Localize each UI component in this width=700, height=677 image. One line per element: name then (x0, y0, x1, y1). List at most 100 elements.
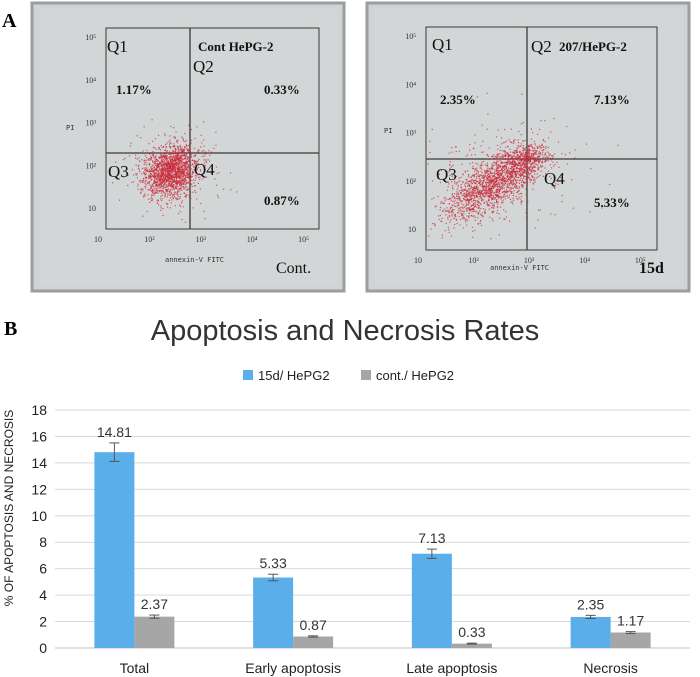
scatter-dot (516, 168, 518, 170)
scatter-dot (529, 144, 531, 146)
scatter-dot (463, 217, 466, 219)
scatter-dot (534, 170, 537, 172)
scatter-dot (517, 142, 519, 144)
scatter-dot (539, 155, 541, 158)
scatter-dot (469, 207, 471, 209)
scatter-dot (502, 157, 504, 159)
scatter-dot (546, 155, 548, 157)
scatter-dot (144, 173, 146, 175)
scatter-dot (187, 161, 189, 163)
scatter-dot (527, 158, 529, 161)
scatter-dot (477, 202, 480, 204)
scatter-dot (495, 194, 497, 196)
scatter-dot (532, 182, 534, 184)
scatter-dot (185, 163, 187, 165)
scatter-dot (491, 175, 494, 177)
scatter-dot (178, 152, 181, 154)
scatter-dot (482, 185, 484, 187)
scatter-dot (180, 182, 182, 184)
scatter-dot (175, 149, 177, 151)
scatter-dot (164, 182, 166, 184)
scatter-dot (519, 172, 521, 174)
scatter-dot (474, 134, 476, 136)
scatter-dot (487, 195, 489, 197)
scatter-dot (493, 180, 495, 182)
scatter-dot (545, 160, 547, 162)
scatter-dot (187, 171, 189, 174)
scatter-dot (458, 193, 460, 196)
scatter-dot (469, 193, 471, 195)
scatter-dot (178, 168, 180, 170)
scatter-dot (518, 170, 520, 172)
scatter-dot (505, 172, 507, 175)
scatter-dot (486, 202, 489, 204)
scatter-dot (189, 192, 192, 194)
scatter-dot (143, 159, 146, 161)
scatter-dot (185, 164, 188, 166)
scatter-dot (462, 195, 465, 197)
scatter-dot (513, 140, 515, 142)
scatter-dot (457, 184, 459, 186)
scatter-dot (174, 181, 176, 183)
scatter-dot (465, 208, 467, 210)
scatter-dot (160, 163, 162, 165)
scatter-dot (154, 181, 157, 183)
scatter-dot (158, 190, 161, 192)
scatter-dot (190, 168, 192, 170)
quadrant-label-q1: Q1 (432, 35, 453, 54)
scatter-dot (200, 202, 202, 205)
scatter-dot (521, 184, 523, 186)
scatter-dot (496, 193, 498, 196)
scatter-dot (528, 154, 530, 156)
scatter-dot (489, 185, 492, 187)
scatter-dot (498, 174, 500, 176)
scatter-dot (508, 138, 510, 141)
scatter-dot (473, 174, 475, 176)
scatter-dot (200, 146, 202, 148)
scatter-dot (486, 164, 488, 167)
scatter-dot (176, 190, 179, 192)
scatter-dot (510, 188, 512, 190)
scatter-dot (439, 209, 441, 211)
scatter-dot (473, 194, 475, 196)
scatter-dot (154, 187, 156, 190)
scatter-dot (440, 169, 442, 171)
scatter-dot (503, 193, 505, 195)
scatter-dot (457, 212, 459, 214)
scatter-dot (205, 159, 207, 161)
scatter-dot (566, 163, 568, 165)
scatter-dot (495, 168, 498, 170)
scatter-dot (141, 173, 143, 175)
scatter-dot (460, 219, 462, 221)
scatter-dot (495, 155, 497, 157)
scatter-dot (483, 178, 485, 180)
scatter-dot (193, 169, 195, 171)
scatter-dot (182, 176, 184, 178)
scatter-dot (167, 175, 169, 177)
scatter-dot (501, 202, 503, 204)
scatter-dot (174, 151, 176, 153)
scatter-dot (183, 171, 186, 173)
scatter-dot (184, 141, 186, 143)
scatter-dot (532, 162, 534, 164)
scatter-dot (160, 182, 162, 184)
scatter-dot (483, 181, 485, 183)
scatter-dot (496, 195, 499, 197)
y-tick-label: 2 (39, 614, 47, 630)
scatter-dot (204, 154, 206, 156)
scatter-dot (507, 145, 509, 147)
scatter-dot (487, 204, 489, 206)
scatter-dot (180, 183, 182, 185)
scatter-dot (520, 200, 522, 202)
scatter-dot (176, 141, 178, 144)
scatter-dot (156, 152, 158, 154)
scatter-dot (181, 156, 183, 158)
scatter-dot (510, 172, 513, 174)
scatter-dot (177, 180, 179, 182)
scatter-dot (547, 160, 549, 162)
scatter-dot (500, 198, 502, 200)
scatter-dot (140, 188, 142, 191)
scatter-dot (177, 156, 179, 158)
scatter-dot (447, 216, 449, 218)
scatter-dot (525, 158, 527, 160)
